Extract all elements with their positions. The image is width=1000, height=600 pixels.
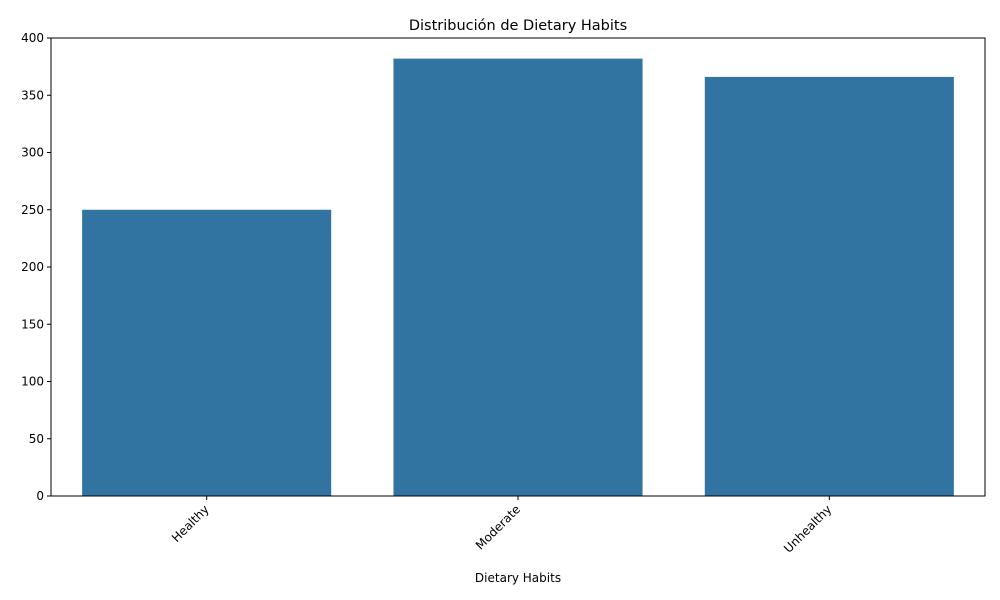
bars-group — [82, 58, 954, 497]
plot-area-frame — [50, 37, 986, 497]
x-tick-label: Healthy — [169, 502, 212, 545]
x-tick-label: Unhealthy — [781, 502, 834, 555]
y-tick-label: 200 — [21, 260, 44, 274]
y-axis-ticks: 0 50 100 150 200 250 300 350 400 — [21, 31, 51, 503]
x-axis-label: Dietary Habits — [475, 571, 561, 585]
y-tick-label: 300 — [21, 146, 44, 160]
y-tick-label: 250 — [21, 203, 44, 217]
bar-unhealthy — [704, 76, 954, 497]
x-tick-label: Moderate — [473, 502, 523, 552]
y-tick-label: 100 — [21, 375, 44, 389]
bar-moderate — [393, 58, 643, 497]
y-tick-label: 50 — [29, 432, 44, 446]
y-tick-label: 400 — [21, 31, 44, 45]
y-tick-label: 0 — [36, 489, 44, 503]
x-axis-ticks: Healthy Moderate Unhealthy — [169, 496, 834, 556]
y-tick-label: 150 — [21, 317, 44, 331]
bar-healthy — [82, 209, 332, 496]
chart-title: Distribución de Dietary Habits — [409, 18, 627, 34]
y-tick-label: 350 — [21, 88, 44, 102]
